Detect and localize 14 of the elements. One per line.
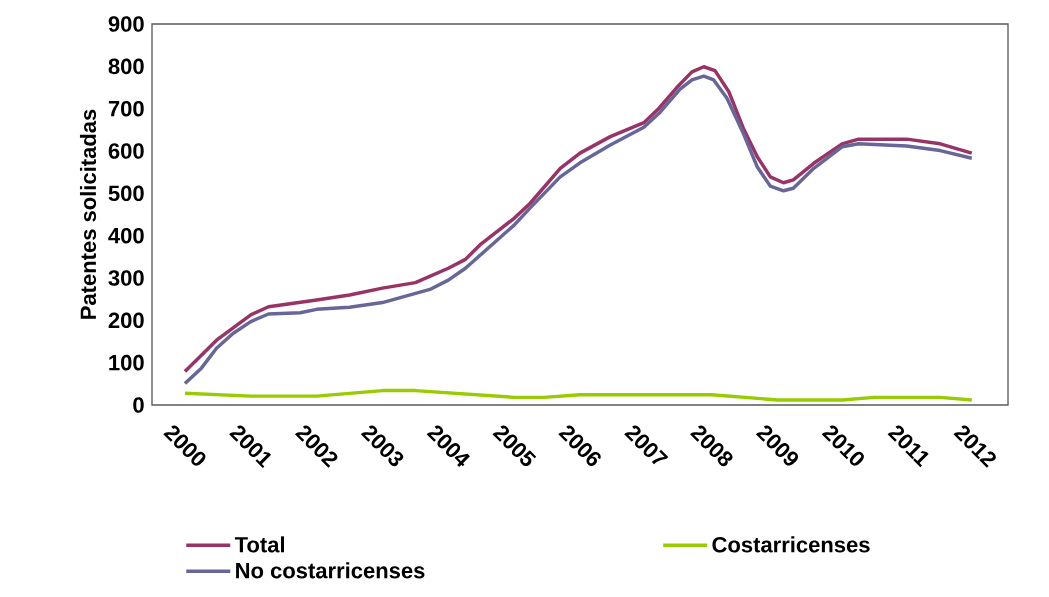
y-tick-label: 100 (109, 354, 144, 371)
legend-label: Costarricenses (712, 536, 870, 553)
y-tick-label: 900 (108, 16, 144, 32)
y-tick-label: 0 (133, 397, 144, 413)
y-tick-label: 700 (108, 100, 144, 117)
legend-label: No costarricenses (236, 562, 425, 579)
y-axis-title: Patentes solicitadas (79, 109, 97, 319)
y-tick-label: 400 (108, 227, 144, 244)
y-tick-label: 800 (108, 58, 144, 75)
y-tick-label: 500 (108, 185, 144, 202)
y-tick-label: 200 (108, 312, 144, 329)
y-tick-label: 600 (108, 143, 144, 159)
y-tick-label: 300 (108, 270, 144, 286)
legend-label: Total (234, 536, 285, 553)
